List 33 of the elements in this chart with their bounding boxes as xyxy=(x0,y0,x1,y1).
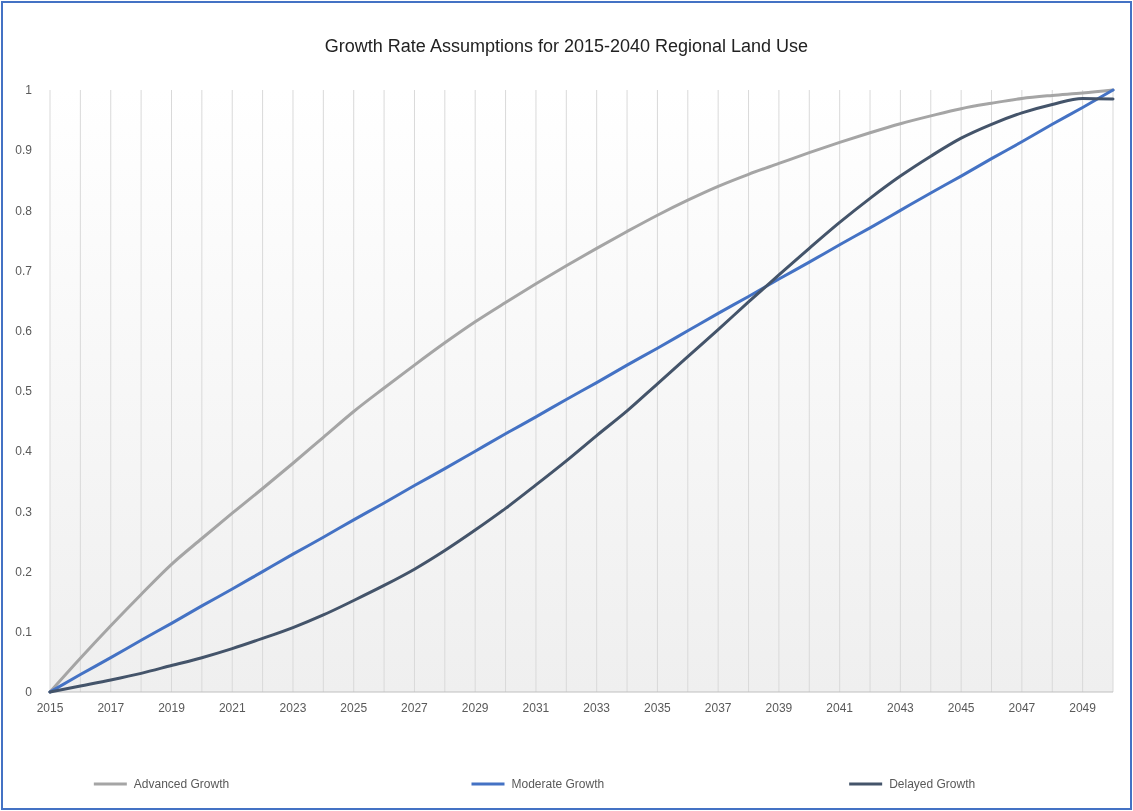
x-tick-label: 2019 xyxy=(158,701,186,715)
legend-label: Advanced Growth xyxy=(133,777,230,792)
x-tick-label: 2041 xyxy=(826,701,854,715)
y-tick-label: 0.9 xyxy=(15,143,33,158)
x-tick-label: 2027 xyxy=(401,701,429,715)
legend-label: Delayed Growth xyxy=(889,777,976,792)
y-tick-label: 0.6 xyxy=(15,324,33,338)
y-tick-label: 0.5 xyxy=(15,384,33,399)
y-tick-label: 0.3 xyxy=(15,504,33,519)
x-tick-label: 2025 xyxy=(340,701,368,715)
y-tick-label: 0.4 xyxy=(15,444,33,459)
chart-title: Growth Rate Assumptions for 2015-2040 Regional Land Use xyxy=(324,36,809,56)
x-tick-label: 2015 xyxy=(36,701,64,715)
x-tick-label: 2049 xyxy=(1069,701,1097,715)
x-tick-label: 2021 xyxy=(218,701,246,715)
y-tick-label: 0 xyxy=(25,685,33,700)
x-tick-label: 2031 xyxy=(522,701,550,715)
x-tick-label: 2047 xyxy=(1008,701,1036,715)
legend-label: Moderate Growth xyxy=(511,777,605,792)
x-tick-label: 2029 xyxy=(461,701,489,715)
y-tick-label: 0.7 xyxy=(15,263,33,278)
x-tick-label: 2023 xyxy=(279,701,307,715)
y-tick-label: 0.8 xyxy=(15,203,33,218)
x-tick-label: 2035 xyxy=(644,701,672,715)
x-tick-label: 2043 xyxy=(887,701,915,715)
x-tick-label: 2017 xyxy=(97,701,125,715)
x-tick-label: 2045 xyxy=(947,701,975,715)
y-tick-label: 0.1 xyxy=(15,625,33,639)
x-tick-label: 2033 xyxy=(583,701,611,715)
y-tick-label: 1 xyxy=(25,83,33,98)
y-tick-label: 0.2 xyxy=(15,564,33,579)
x-tick-label: 2039 xyxy=(765,701,793,715)
x-tick-label: 2037 xyxy=(704,701,732,715)
